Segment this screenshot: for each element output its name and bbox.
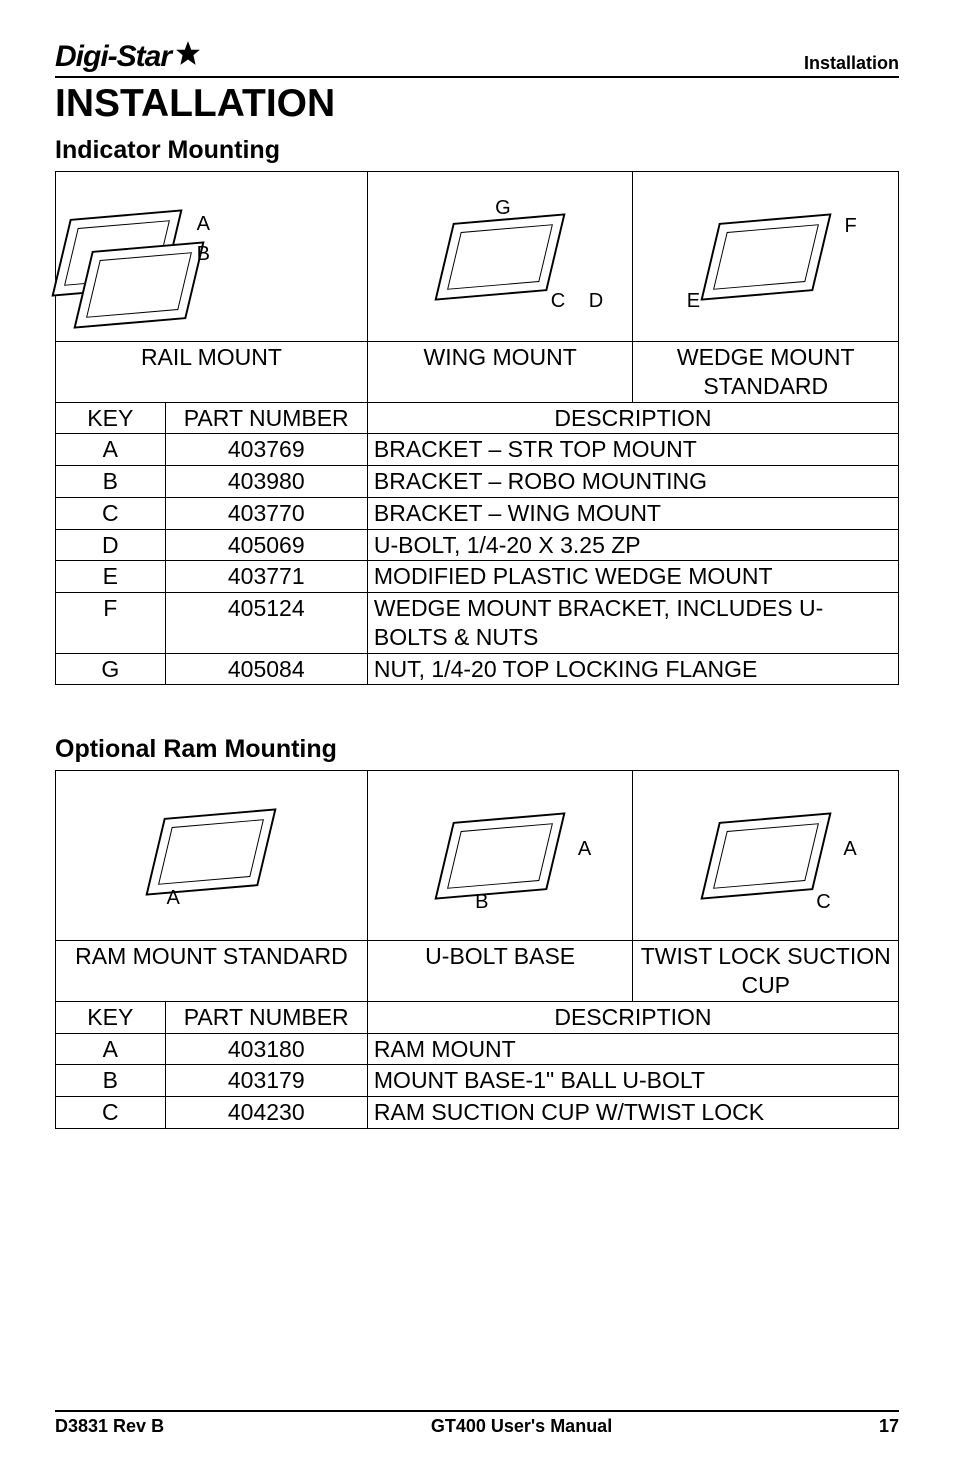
col-pn: PART NUMBER: [165, 402, 367, 434]
key-cell: B: [56, 1065, 166, 1097]
table-row: E403771MODIFIED PLASTIC WEDGE MOUNT: [56, 561, 899, 593]
pn-cell: 403179: [165, 1065, 367, 1097]
col-key-2: KEY: [56, 1001, 166, 1033]
table-row: C403770BRACKET – WING MOUNT: [56, 497, 899, 529]
section1-heading: Indicator Mounting: [55, 136, 899, 165]
mount-type-ram: RAM MOUNT STANDARD: [56, 941, 368, 1002]
callout-ram-a: A: [166, 886, 179, 911]
table-row: D405069U-BOLT, 1/4-20 X 3.25 ZP: [56, 529, 899, 561]
ram-mounting-table: A A B A C: [55, 770, 899, 1129]
table-row: B403179MOUNT BASE-1" BALL U-BOLT: [56, 1065, 899, 1097]
page-title: INSTALLATION: [55, 82, 899, 126]
mount-type-ubolt-twist: U-BOLT BASE TWIST LOCK SUCTION CUP: [367, 941, 898, 1002]
desc-cell: MOUNT BASE-1" BALL U-BOLT: [367, 1065, 898, 1097]
col-pn-2: PART NUMBER: [165, 1001, 367, 1033]
key-cell: E: [56, 561, 166, 593]
col-desc-2: DESCRIPTION: [367, 1001, 898, 1033]
pn-cell: 403769: [165, 434, 367, 466]
callout-e: E: [687, 289, 700, 314]
rail-mount-diagram: A B: [56, 172, 166, 342]
table-row: A403180RAM MOUNT: [56, 1033, 899, 1065]
col-key: KEY: [56, 402, 166, 434]
key-cell: B: [56, 466, 166, 498]
callout-twist-a: A: [843, 837, 856, 862]
callout-d: D: [589, 289, 603, 314]
pn-cell: 405124: [165, 593, 367, 654]
key-cell: C: [56, 1097, 166, 1129]
header-rule-icon: [205, 54, 625, 60]
rail-mount-diagram-ext: [165, 172, 367, 342]
ubolt-twist-diagrams: A B A C: [367, 771, 898, 941]
desc-cell: NUT, 1/4-20 TOP LOCKING FLANGE: [367, 653, 898, 685]
callout-ubolt-b: B: [475, 890, 488, 915]
table-row: B403980BRACKET – ROBO MOUNTING: [56, 466, 899, 498]
pn-cell: 405069: [165, 529, 367, 561]
desc-cell: BRACKET – ROBO MOUNTING: [367, 466, 898, 498]
pn-cell: 405084: [165, 653, 367, 685]
table-row: A403769BRACKET – STR TOP MOUNT: [56, 434, 899, 466]
key-cell: D: [56, 529, 166, 561]
table-row: F405124WEDGE MOUNT BRACKET, INCLUDES U-B…: [56, 593, 899, 654]
section2-heading: Optional Ram Mounting: [55, 735, 899, 764]
key-cell: A: [56, 434, 166, 466]
pn-cell: 403180: [165, 1033, 367, 1065]
callout-g: G: [495, 196, 511, 221]
footer-center: GT400 User's Manual: [431, 1416, 612, 1437]
pn-cell: 403771: [165, 561, 367, 593]
wing-wedge-diagrams: G C D F E: [367, 172, 898, 342]
desc-cell: BRACKET – STR TOP MOUNT: [367, 434, 898, 466]
star-icon: [175, 40, 201, 74]
page-header: Digi-Star Installation: [55, 40, 899, 78]
desc-cell: U-BOLT, 1/4-20 X 3.25 ZP: [367, 529, 898, 561]
table-row: G405084NUT, 1/4-20 TOP LOCKING FLANGE: [56, 653, 899, 685]
callout-twist-c: C: [816, 890, 830, 915]
pn-cell: 404230: [165, 1097, 367, 1129]
callout-f: F: [845, 214, 857, 239]
desc-cell: RAM SUCTION CUP W/TWIST LOCK: [367, 1097, 898, 1129]
pn-cell: 403770: [165, 497, 367, 529]
logo: Digi-Star: [55, 40, 625, 74]
col-desc: DESCRIPTION: [367, 402, 898, 434]
ram-mount-diagram: A: [56, 771, 368, 941]
key-cell: C: [56, 497, 166, 529]
footer-left: D3831 Rev B: [55, 1416, 164, 1437]
key-cell: G: [56, 653, 166, 685]
callout-ubolt-a: A: [578, 837, 591, 862]
footer-right: 17: [879, 1416, 899, 1437]
section-label: Installation: [804, 53, 899, 74]
desc-cell: WEDGE MOUNT BRACKET, INCLUDES U-BOLTS & …: [367, 593, 898, 654]
indicator-mounting-table: A B G C D F E: [55, 171, 899, 685]
table-row: C404230RAM SUCTION CUP W/TWIST LOCK: [56, 1097, 899, 1129]
desc-cell: RAM MOUNT: [367, 1033, 898, 1065]
pn-cell: 403980: [165, 466, 367, 498]
desc-cell: BRACKET – WING MOUNT: [367, 497, 898, 529]
key-cell: F: [56, 593, 166, 654]
key-cell: A: [56, 1033, 166, 1065]
logo-text: Digi-Star: [55, 40, 171, 74]
page-footer: D3831 Rev B GT400 User's Manual 17: [55, 1410, 899, 1437]
mount-type-wing-wedge: WING MOUNT WEDGE MOUNT STANDARD: [367, 342, 898, 403]
mount-type-rail: RAIL MOUNT: [56, 342, 368, 403]
desc-cell: MODIFIED PLASTIC WEDGE MOUNT: [367, 561, 898, 593]
callout-c: C: [551, 289, 565, 314]
